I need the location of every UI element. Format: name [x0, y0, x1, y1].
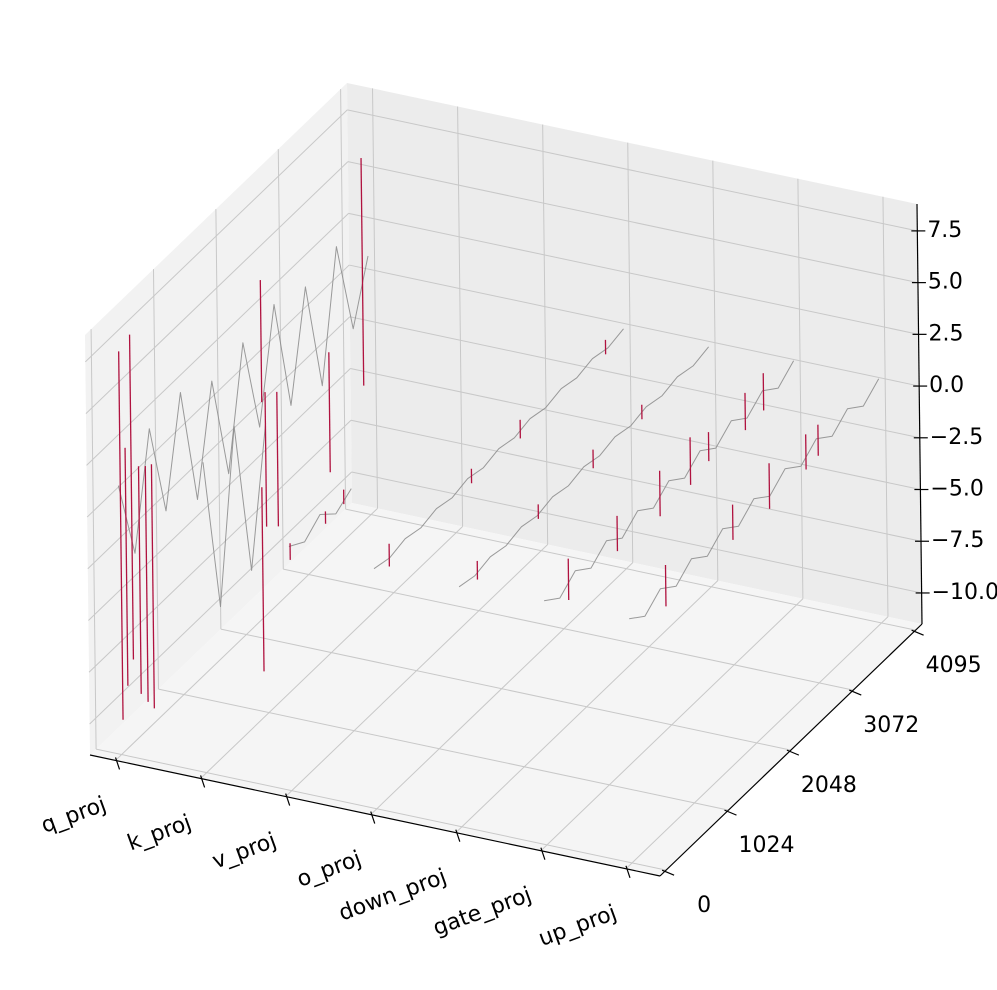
trace-line	[544, 360, 795, 602]
grid-line	[457, 106, 464, 527]
z-tick-label: 0.0	[929, 373, 964, 398]
grid-line	[712, 160, 719, 581]
z-tick-label: −2.5	[930, 425, 983, 450]
outlier-spike	[276, 391, 280, 527]
outlier-spike	[118, 351, 124, 720]
grid-line	[542, 124, 549, 545]
z-tick-label: 7.5	[927, 218, 962, 243]
z-tick-label: −10.0	[932, 580, 997, 605]
trace-line	[458, 346, 709, 588]
outlier-spike	[144, 466, 149, 702]
grid-line	[89, 471, 352, 725]
grid-line	[351, 471, 922, 594]
x-tick-label: o_proj	[294, 846, 365, 892]
y-tick-label: 0	[697, 893, 711, 918]
x-tick-label: k_proj	[124, 810, 194, 856]
y-tick-label: 3072	[863, 713, 919, 738]
x-axis-line	[89, 754, 661, 877]
outlier-spike	[768, 463, 771, 509]
outlier-spike	[328, 352, 331, 473]
outlier-spike	[261, 487, 265, 672]
z-tick-label: 2.5	[929, 321, 964, 346]
y-tick-label: 4095	[926, 653, 982, 678]
grid-line	[627, 142, 634, 563]
x-tick-label: gate_proj	[430, 883, 535, 942]
z-tick-label: −7.5	[931, 528, 984, 553]
grid-line	[152, 269, 159, 690]
x-tick-label: up_proj	[535, 901, 620, 952]
grid-line	[347, 109, 918, 232]
outlier-spike	[264, 392, 268, 527]
outlier-spike	[150, 464, 155, 709]
grid-line	[797, 178, 804, 599]
grid-line	[95, 748, 667, 871]
outlier-spike	[689, 437, 692, 485]
grid-line	[349, 264, 920, 387]
grid-line	[372, 88, 379, 509]
x-tick	[285, 793, 291, 806]
trace-line	[202, 422, 267, 608]
grid-line	[90, 329, 97, 750]
y-tick	[661, 869, 675, 876]
z-axis-line	[916, 203, 923, 625]
y-axis-line	[659, 623, 923, 877]
outlier-spike	[658, 470, 661, 517]
grid-line	[340, 89, 347, 510]
outlier-spike	[259, 280, 263, 403]
x-tick	[114, 757, 121, 770]
z-tick-label: 5.0	[928, 270, 963, 295]
trace-line	[373, 328, 624, 570]
y-tick	[786, 749, 800, 756]
grid-line	[882, 196, 889, 617]
trace-line	[117, 246, 369, 554]
x-tick-label: v_proj	[209, 828, 280, 874]
x-tick	[200, 775, 206, 788]
grid-line	[158, 688, 729, 811]
y-tick-label: 1024	[738, 833, 794, 858]
x-tick	[625, 865, 631, 878]
z-tick-label: −5.0	[930, 477, 983, 502]
y-tick	[911, 629, 924, 636]
x-tick-label: q_proj	[38, 792, 110, 838]
grid-line	[345, 508, 916, 631]
grid-line	[350, 368, 921, 491]
grid-line	[348, 212, 919, 335]
y-tick-label: 2048	[801, 773, 857, 798]
outlier-spike	[360, 158, 365, 386]
outlier-spike	[128, 334, 135, 660]
pane-back	[347, 83, 922, 624]
trace-line	[629, 378, 880, 620]
grid-line	[349, 316, 920, 439]
trace-line	[288, 488, 352, 547]
grid-line	[220, 628, 791, 751]
y-tick	[849, 689, 862, 696]
x-tick	[540, 847, 546, 860]
grid-line	[277, 149, 284, 570]
outlier-spike	[124, 447, 129, 686]
outlier-spike	[137, 466, 142, 694]
x-tick	[455, 829, 461, 842]
y-tick	[724, 809, 737, 816]
grid-line	[283, 568, 854, 691]
x-tick	[370, 811, 376, 824]
grid-line	[350, 419, 922, 542]
grid-line	[84, 109, 348, 363]
grid-line	[347, 161, 919, 284]
